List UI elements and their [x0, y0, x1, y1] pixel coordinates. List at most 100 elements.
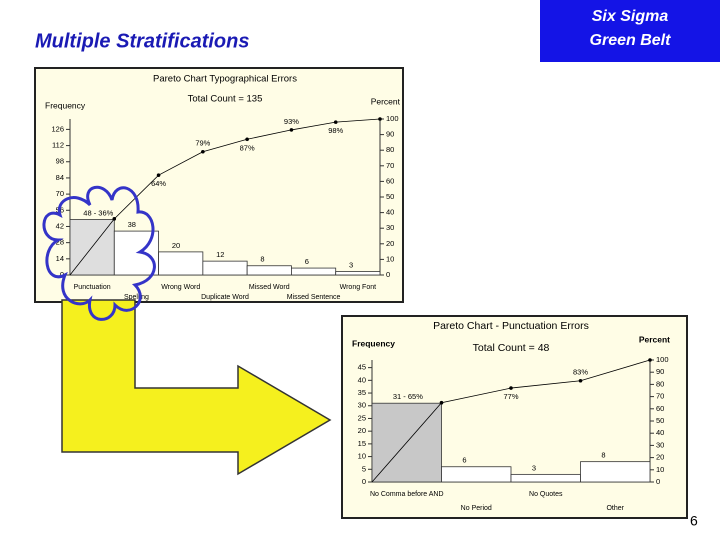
cumulative-point — [245, 137, 249, 142]
y-tick-label: 112 — [52, 141, 64, 150]
badge-line: Six Sigma — [592, 8, 669, 25]
x-tick-label: Wrong Word — [161, 284, 200, 291]
y2-tick-label: 0 — [656, 477, 660, 486]
arrow — [61, 299, 332, 476]
cumulative-label: 64% — [151, 179, 166, 188]
chart: Pareto Chart - Punctuation Errors Total C… — [341, 315, 688, 519]
cumulative-label: 93% — [284, 117, 299, 126]
y-tick-label: 25 — [358, 413, 366, 422]
chart: Pareto Chart Typographical Errors Total C… — [34, 67, 404, 303]
y-tick-label: 14 — [56, 254, 64, 263]
x-tick-label: Missed Word — [249, 284, 290, 291]
y2-tick-label: 0 — [386, 270, 390, 279]
y-axis-title: Frequency — [352, 338, 395, 348]
cumulative-point — [156, 173, 161, 177]
y-tick-label: 15 — [358, 439, 366, 448]
y-tick-label: 42 — [56, 221, 64, 230]
y2-tick-label: 20 — [656, 453, 664, 462]
y2-tick-label: 50 — [656, 416, 664, 425]
bar — [158, 251, 204, 276]
cumulative-label: 83% — [573, 368, 588, 377]
y2-tick-label: 60 — [386, 176, 394, 185]
y2-tick-label: 100 — [656, 355, 669, 364]
y2-tick-label: 50 — [386, 192, 394, 201]
y-tick-label: 10 — [358, 452, 366, 461]
y2-tick-label: 90 — [656, 367, 664, 376]
y2-axis-title: Percent — [639, 334, 670, 344]
scribble — [42, 185, 156, 321]
bar — [510, 473, 581, 483]
y-tick-label: 126 — [51, 124, 64, 133]
chart-subtitle: Total Count = 135 — [188, 94, 263, 105]
y2-tick-label: 30 — [386, 223, 394, 232]
y2-tick-label: 100 — [386, 114, 399, 123]
y2-tick-label: 30 — [656, 440, 664, 449]
y-tick-label: 5 — [362, 464, 366, 473]
bar-label: 6 — [305, 257, 309, 266]
cumulative-line — [69, 118, 381, 276]
y-tick-label: 45 — [358, 363, 366, 372]
bar-label: 8 — [601, 451, 605, 460]
bar-label: 20 — [172, 241, 180, 250]
x-tick-label: No Quotes — [529, 491, 563, 498]
bar-label: 3 — [532, 463, 536, 472]
cumulative-point — [289, 128, 294, 132]
bar — [202, 260, 248, 276]
x-tick-label: Missed Sentence — [287, 294, 341, 301]
y2-tick-label: 40 — [386, 208, 394, 217]
y2-tick-label: 70 — [656, 392, 664, 401]
bar — [441, 466, 512, 483]
bar-label: 3 — [349, 261, 353, 270]
badge-box — [540, 0, 720, 62]
x-tick-label: Other — [606, 505, 624, 512]
y2-tick-label: 10 — [656, 465, 664, 474]
y-tick-label: 35 — [358, 388, 366, 397]
bar-label: 12 — [216, 250, 224, 259]
y-tick-label: 98 — [56, 157, 64, 166]
cumulative-point — [112, 217, 117, 221]
cumulative-label: 98% — [328, 126, 343, 135]
y-tick-label: 84 — [56, 173, 64, 182]
cumulative-point — [509, 386, 513, 390]
badge-line: Green Belt — [590, 32, 672, 49]
y-tick-label: 28 — [56, 238, 64, 247]
y-tick-label: 20 — [358, 426, 366, 435]
y2-tick-label: 80 — [656, 379, 664, 388]
y-tick-label: 40 — [358, 375, 366, 384]
chart-title: Pareto Chart - Punctuation Errors — [433, 320, 589, 332]
x-tick-label: No Period — [461, 505, 492, 512]
x-tick-label: Wrong Font — [340, 284, 376, 291]
bar — [580, 461, 651, 483]
x-tick-label: Spelling — [124, 294, 149, 301]
bar-label: 6 — [462, 456, 466, 465]
y2-tick-label: 70 — [386, 161, 394, 170]
x-tick-label: Duplicate Word — [201, 294, 249, 301]
bar — [291, 267, 337, 276]
y-tick-label: 30 — [358, 401, 366, 410]
cumulative-point — [201, 149, 205, 154]
y2-tick-label: 90 — [386, 130, 394, 139]
y2-tick-label: 40 — [656, 428, 664, 437]
bar-label: 38 — [128, 220, 136, 229]
cumulative-label: 87% — [240, 143, 255, 152]
charts: Pareto Chart Typographical Errors Total C… — [34, 67, 688, 519]
y2-tick-label: 20 — [386, 239, 394, 248]
cumulative-point — [648, 358, 652, 362]
x-tick-label: No Comma before AND — [370, 491, 444, 498]
bar — [335, 271, 381, 276]
cumulative-point — [439, 400, 444, 405]
y2-tick-label: 60 — [656, 404, 664, 413]
y-tick-label: 70 — [56, 189, 64, 198]
chart-title: Pareto Chart Typographical Errors — [153, 74, 297, 85]
bar-label: 48 - 36% — [83, 209, 113, 218]
cumulative-label: 79% — [195, 139, 210, 148]
y-tick-label: 0 — [60, 270, 64, 279]
cumulative-point — [333, 120, 338, 124]
bar-label: 8 — [260, 255, 264, 264]
y-axis-title: Frequency — [45, 100, 86, 110]
page-number: 6 — [690, 513, 698, 529]
cumulative-label: 77% — [503, 392, 518, 401]
y2-tick-label: 10 — [386, 254, 394, 263]
